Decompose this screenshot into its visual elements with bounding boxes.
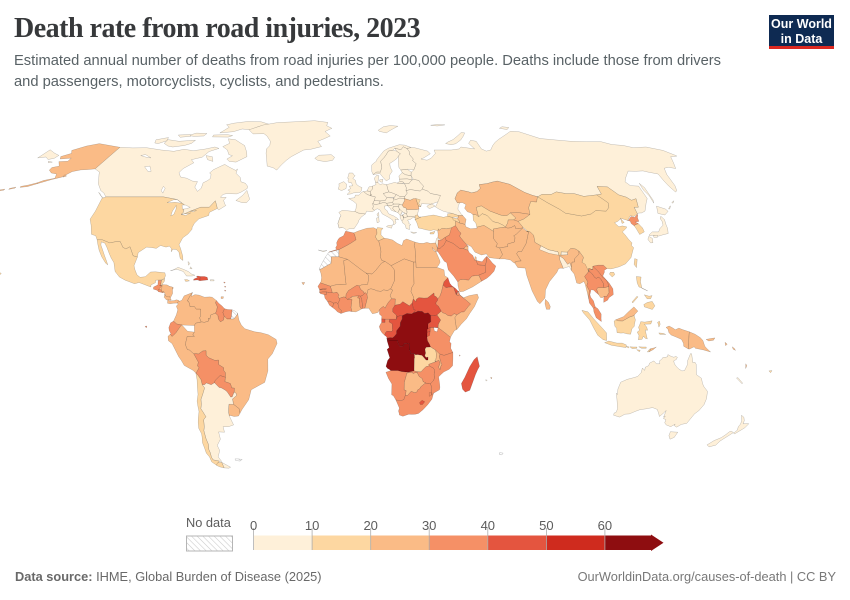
svg-text:40: 40 <box>481 518 495 533</box>
svg-text:10: 10 <box>305 518 319 533</box>
svg-text:50: 50 <box>539 518 553 533</box>
svg-text:20: 20 <box>363 518 377 533</box>
svg-text:60: 60 <box>598 518 612 533</box>
svg-text:0: 0 <box>250 518 257 533</box>
svg-text:30: 30 <box>422 518 436 533</box>
